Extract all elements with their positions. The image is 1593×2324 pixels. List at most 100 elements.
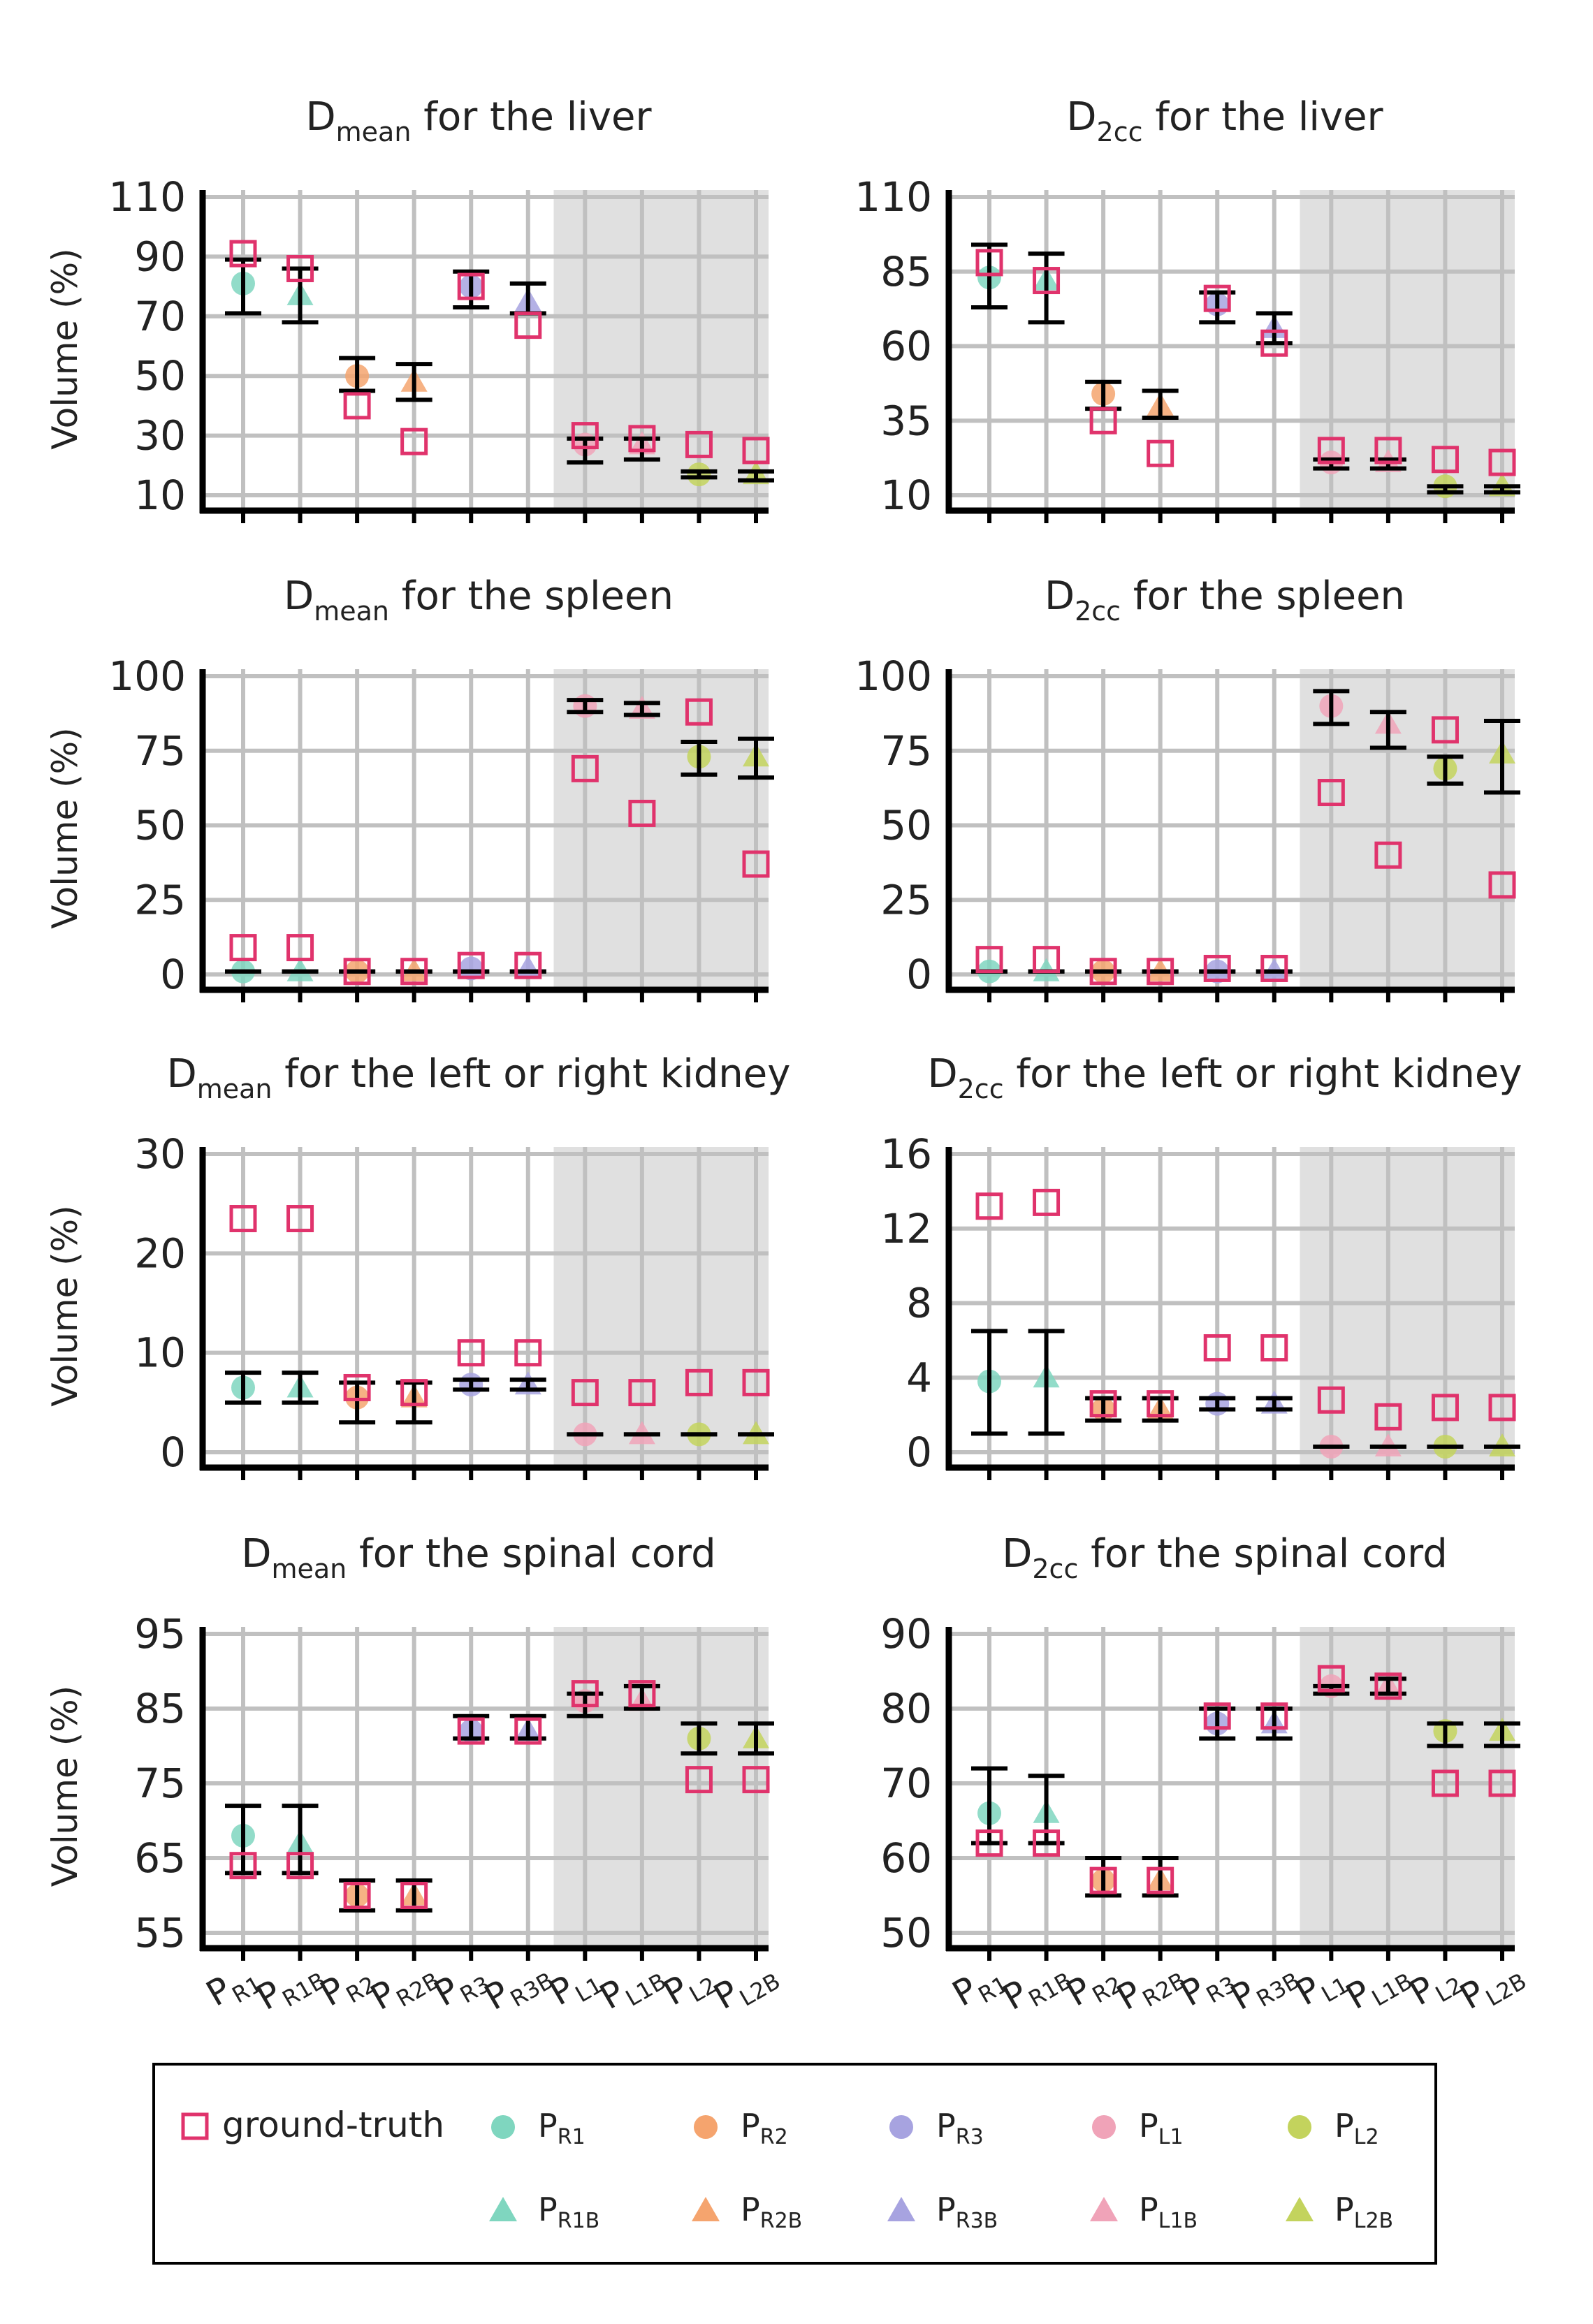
ground-truth-marker-PL1 <box>571 1680 599 1708</box>
legend-label-sub: R3B <box>956 2209 998 2233</box>
y-tick-label: 110 <box>108 173 186 221</box>
shaded-region <box>553 1147 769 1465</box>
ground-truth-marker-PR1B <box>286 1205 314 1233</box>
ground-truth-marker-PR1B <box>1033 267 1061 295</box>
shaded-region <box>553 1627 769 1945</box>
y-tick-label: 50 <box>134 802 186 849</box>
chart-title-sub: 2cc <box>958 1074 1004 1104</box>
ground-truth-marker-PR2B <box>400 1379 428 1407</box>
ground-truth-marker-PR3 <box>457 1339 485 1367</box>
chart-title: Dmean for the spleen <box>284 573 674 627</box>
ground-truth-marker-PR3 <box>457 1717 485 1745</box>
y-tick-label: 50 <box>880 1909 932 1957</box>
legend-marker-R2B <box>692 2197 720 2221</box>
ground-truth-marker-PR3B <box>514 1717 542 1745</box>
panel-6: 0 4 8 12 16 D2cc for the left or right kidney <box>880 1051 1522 1480</box>
y-tick-label: 55 <box>134 1909 186 1957</box>
y-tick-label: 75 <box>134 1760 186 1807</box>
ground-truth-marker-PR1B <box>286 254 314 282</box>
ground-truth-marker-PR3 <box>1203 284 1231 312</box>
y-tick-label: 35 <box>880 397 932 444</box>
y-tick-label: 60 <box>880 323 932 370</box>
ground-truth-marker-PR1B <box>1033 1829 1061 1857</box>
ground-truth-marker-PR1B <box>286 1852 314 1880</box>
ground-truth-marker-PL1B <box>1374 437 1402 465</box>
legend-label-sub: L1B <box>1158 2209 1198 2233</box>
legend-label-R2B: PR2B <box>741 2191 802 2233</box>
legend-label-main: P <box>538 2191 558 2228</box>
chart-title-sub: mean <box>271 1554 347 1584</box>
y-tick-label: 0 <box>906 951 932 998</box>
y-axis-label: Volume (%) <box>45 1686 85 1887</box>
ground-truth-marker-PL2 <box>1431 446 1459 474</box>
chart-title: D2cc for the liver <box>1066 94 1383 147</box>
ground-truth-marker-PL2 <box>1431 1394 1459 1422</box>
y-tick-label: 100 <box>854 652 932 700</box>
legend-label-main: P <box>1139 2191 1158 2228</box>
ground-truth-marker-PR3B <box>1260 1702 1288 1730</box>
y-tick-label: 80 <box>880 1685 932 1732</box>
ground-truth-marker-PL2 <box>685 1766 713 1794</box>
y-tick-label: 100 <box>108 652 186 700</box>
panel-3: 0 25 50 75 100 Volume (%) Dmean for the spleen <box>45 573 774 1002</box>
legend-marker-L1 <box>1092 2115 1116 2139</box>
y-tick-label: 60 <box>880 1834 932 1882</box>
ground-truth-marker-PL1B <box>1374 841 1402 869</box>
ground-truth-marker-PR1B <box>1033 1188 1061 1216</box>
chart-title-post: for the spleen <box>1121 573 1405 619</box>
ground-truth-marker-PR3B <box>1260 954 1288 982</box>
legend-marker-R3B <box>887 2197 915 2221</box>
ground-truth-marker-PL2B <box>1488 1394 1516 1422</box>
y-tick-label: 50 <box>134 352 186 400</box>
ground-truth-marker-PL2B <box>742 1368 770 1396</box>
legend-label-main: P <box>538 2107 558 2144</box>
y-tick-label: 12 <box>880 1205 932 1252</box>
y-tick-label: 90 <box>134 233 186 280</box>
chart-title-post: for the liver <box>1143 94 1384 140</box>
legend-label-R3B: PR3B <box>936 2191 998 2233</box>
chart-title-sub: mean <box>314 596 389 627</box>
ground-truth-marker-PR1 <box>229 240 257 268</box>
legend-label-sub: R2 <box>760 2125 788 2149</box>
panel-7: 55 65 75 85 95 Volume (%) Dmean for the spinal… <box>45 1531 785 2018</box>
legend-marker-R2 <box>694 2115 718 2139</box>
ground-truth-marker-PL2 <box>1431 716 1459 744</box>
chart-title-sub: mean <box>336 117 412 147</box>
legend-box <box>152 2063 1437 2265</box>
chart-title-pre: D <box>1002 1531 1032 1577</box>
ground-truth-marker-PR3B <box>1260 329 1288 357</box>
chart-title-pre: D <box>306 94 336 140</box>
chart-title-post: for the spinal cord <box>1078 1531 1447 1577</box>
ground-truth-marker-PL1 <box>571 754 599 782</box>
legend-marker-L2 <box>1288 2115 1311 2139</box>
chart-title: D2cc for the left or right kidney <box>928 1051 1522 1104</box>
legend-ground-truth-label: ground-truth <box>222 2105 444 2145</box>
ground-truth-marker-PR3B <box>514 1339 542 1367</box>
legend-label-sub: L2B <box>1354 2209 1393 2233</box>
legend-label-L2: PL2 <box>1334 2107 1379 2149</box>
chart-title: Dmean for the liver <box>306 94 653 147</box>
y-tick-label: 90 <box>880 1610 932 1658</box>
y-tick-label: 70 <box>134 293 186 340</box>
ground-truth-marker-PL2 <box>685 430 713 458</box>
shaded-region <box>553 669 769 987</box>
legend-label-sub: R3 <box>956 2125 984 2149</box>
ground-truth-marker-PL2B <box>742 437 770 465</box>
ground-truth-marker-PR3 <box>457 951 485 979</box>
y-tick-label: 25 <box>880 876 932 923</box>
y-tick-label: 20 <box>134 1229 186 1277</box>
ground-truth-marker-PR3B <box>514 951 542 979</box>
legend-label-L2B: PL2B <box>1334 2191 1393 2233</box>
chart-title-pre: D <box>284 573 314 619</box>
y-axis-label: Volume (%) <box>45 1205 85 1406</box>
ground-truth-marker-PL1 <box>1317 1386 1345 1414</box>
y-tick-label: 10 <box>880 472 932 519</box>
legend-label-R3: PR3 <box>936 2107 984 2149</box>
ground-truth-marker-PL1 <box>1317 779 1345 807</box>
y-tick-label: 110 <box>854 173 932 221</box>
legend-label-sub: L2 <box>1354 2125 1379 2149</box>
ground-truth-marker-PL2 <box>685 1368 713 1396</box>
ground-truth-marker-PR2B <box>1147 1866 1174 1894</box>
ground-truth-marker-PR1 <box>229 1205 257 1233</box>
